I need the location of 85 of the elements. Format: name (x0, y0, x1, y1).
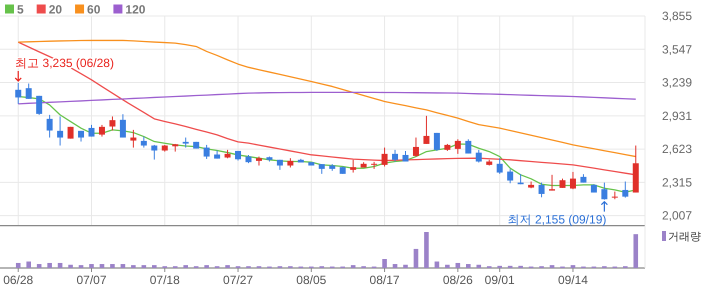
bar (350, 265, 356, 268)
legend-label: 120 (125, 2, 146, 16)
candlestick (287, 158, 294, 168)
candlestick (15, 82, 22, 104)
candlestick (318, 164, 325, 174)
y-tick-label: 2,315 (662, 175, 692, 190)
candlestick (549, 174, 556, 192)
candlestick (204, 144, 210, 160)
candlestick (496, 158, 503, 174)
y-tick-label: 2,007 (662, 208, 692, 223)
x-tick-label: 09/01 (484, 273, 516, 287)
y-tick-label: 2,623 (662, 142, 692, 156)
bar (414, 248, 418, 268)
candlestick (120, 114, 126, 138)
bar (100, 264, 104, 268)
legend-label: 20 (48, 2, 62, 16)
bar (382, 259, 387, 268)
bar (445, 264, 450, 268)
candlestick (26, 83, 32, 100)
bar (476, 264, 482, 268)
legend-label: 60 (87, 2, 101, 16)
candlestick (622, 181, 628, 198)
bar (570, 265, 576, 268)
bar (424, 232, 429, 268)
candlestick (140, 136, 147, 148)
candlestick (382, 147, 388, 167)
x-tick-label: 09/14 (558, 273, 588, 287)
bar (131, 265, 136, 268)
bar (47, 262, 52, 268)
bar (152, 265, 157, 268)
x-tick-label: 07/18 (150, 273, 180, 287)
candlestick (46, 114, 53, 138)
x-tick-label: 07/27 (223, 273, 254, 287)
candlestick (57, 116, 64, 146)
x-tick-label: 08/17 (370, 273, 400, 287)
bar (142, 265, 146, 268)
candlestick (350, 159, 356, 174)
bar (78, 265, 84, 268)
y-tick-label: 2,931 (662, 108, 692, 123)
bar (466, 264, 471, 268)
legend-label: 5 (17, 2, 24, 16)
candlestick (36, 95, 42, 116)
bar (120, 264, 126, 268)
candlestick (130, 129, 136, 148)
candlestick (560, 178, 566, 188)
candlestick (423, 115, 430, 144)
bar (225, 265, 230, 268)
bar (58, 262, 62, 268)
candlestick (570, 171, 576, 190)
bar (89, 264, 94, 268)
bar (403, 264, 408, 268)
y-tick-label: 3,547 (662, 42, 692, 56)
bar (204, 265, 209, 268)
candlestick (507, 168, 514, 184)
candlestick (434, 132, 440, 152)
candlestick (454, 138, 461, 154)
x-tick-label: 07/07 (76, 273, 107, 287)
bar (16, 262, 21, 268)
bar (26, 262, 31, 268)
candlestick (151, 144, 158, 160)
candlestick (538, 182, 545, 198)
candlestick (98, 124, 105, 138)
bar (633, 234, 638, 268)
candlestick (601, 182, 608, 200)
y-tick-label: 3,239 (662, 76, 692, 90)
annotation: 최저 2,155 (09/19) (508, 200, 608, 227)
candlestick (109, 116, 116, 132)
x-tick-label: 08/26 (442, 273, 474, 287)
bar (183, 265, 188, 268)
x-tick-label: 06/28 (3, 273, 34, 287)
bar (68, 264, 73, 268)
bar (550, 265, 554, 268)
bar (110, 264, 115, 268)
candlestick (412, 137, 419, 158)
bar (434, 262, 440, 268)
bar (456, 262, 460, 268)
annotation: 최저 2,155 (09/19) (508, 212, 606, 227)
bar (36, 264, 42, 268)
candlestick (476, 149, 482, 164)
bar (392, 264, 398, 268)
candlestick (465, 138, 472, 154)
y-tick-label: 3,855 (662, 9, 692, 23)
legend-label: 거래량 (668, 231, 701, 243)
x-tick-label: 08/05 (296, 273, 327, 287)
candlestick (392, 149, 398, 162)
